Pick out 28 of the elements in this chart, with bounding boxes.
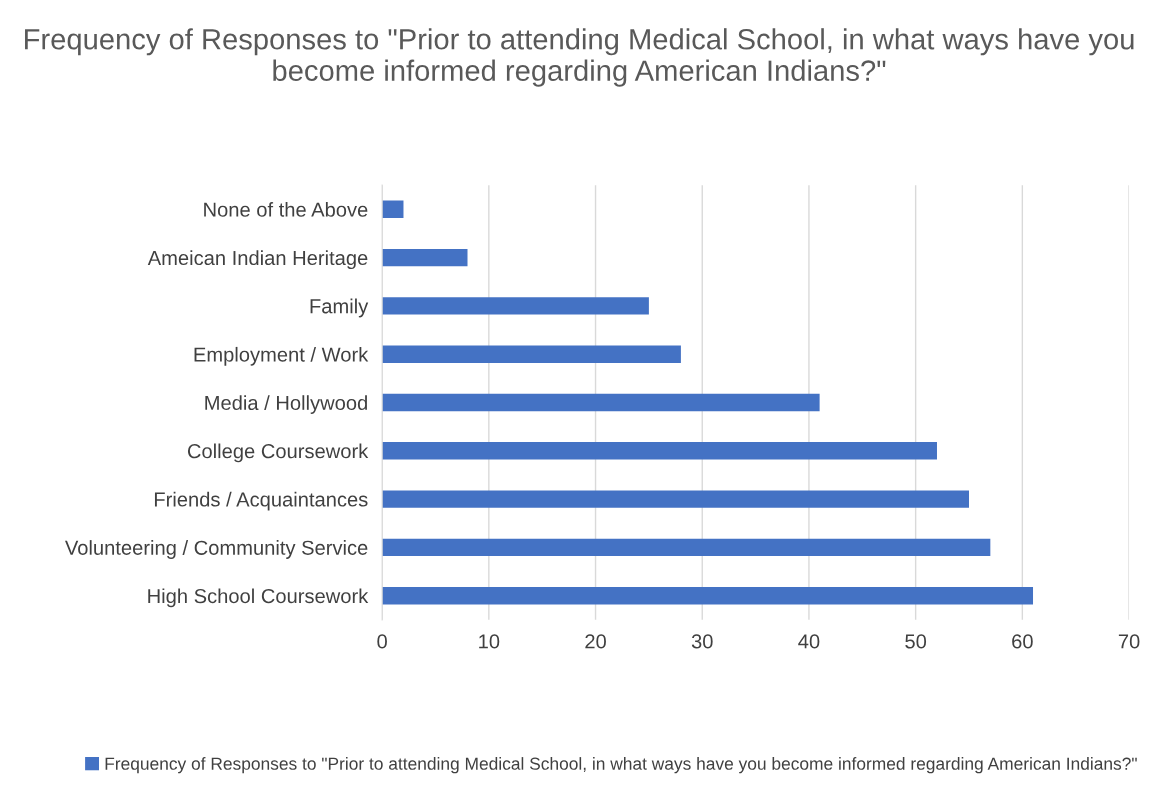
- bar: [382, 297, 649, 315]
- x-tick-label: 0: [377, 634, 387, 649]
- legend-label: Frequency of Responses to "Prior to attending Medical School, in what ways have you become informed regarding American Indians?": [105, 757, 1137, 774]
- y-tick-label: Ameican Indian Heritage: [147, 250, 368, 270]
- bar: [382, 538, 991, 557]
- bar: [382, 393, 820, 412]
- bar: [382, 490, 969, 508]
- y-tick-label: Friends / Acquaintances: [154, 491, 368, 511]
- bar: [382, 200, 404, 218]
- chart-title: Frequency of Responses to "Prior to attending Medical School, in what ways have you become informed regarding American Indians?": [25, 28, 1134, 87]
- x-tick-label: 10: [479, 634, 500, 649]
- x-tick-label: 60: [1012, 634, 1033, 649]
- x-tick-label: 50: [905, 634, 927, 649]
- y-tick-label: Employment / Work: [194, 346, 369, 366]
- y-tick-label: Family: [310, 298, 369, 318]
- x-tick-label: 70: [1118, 634, 1140, 649]
- y-tick-label: Media / Hollywood: [205, 395, 367, 414]
- x-tick-label: 20: [585, 634, 606, 649]
- x-tick-label: 40: [798, 634, 820, 649]
- y-tick-label: College Coursework: [187, 443, 369, 463]
- y-tick-label: High School Coursework: [148, 588, 369, 608]
- bar: [382, 587, 1034, 605]
- bar: [382, 442, 937, 460]
- bar: [382, 248, 468, 267]
- x-tick-label: 30: [691, 634, 713, 649]
- bar: [382, 345, 681, 363]
- y-tick-label: None of the Above: [204, 202, 368, 217]
- y-tick-label: Volunteering / Community Service: [65, 540, 368, 559]
